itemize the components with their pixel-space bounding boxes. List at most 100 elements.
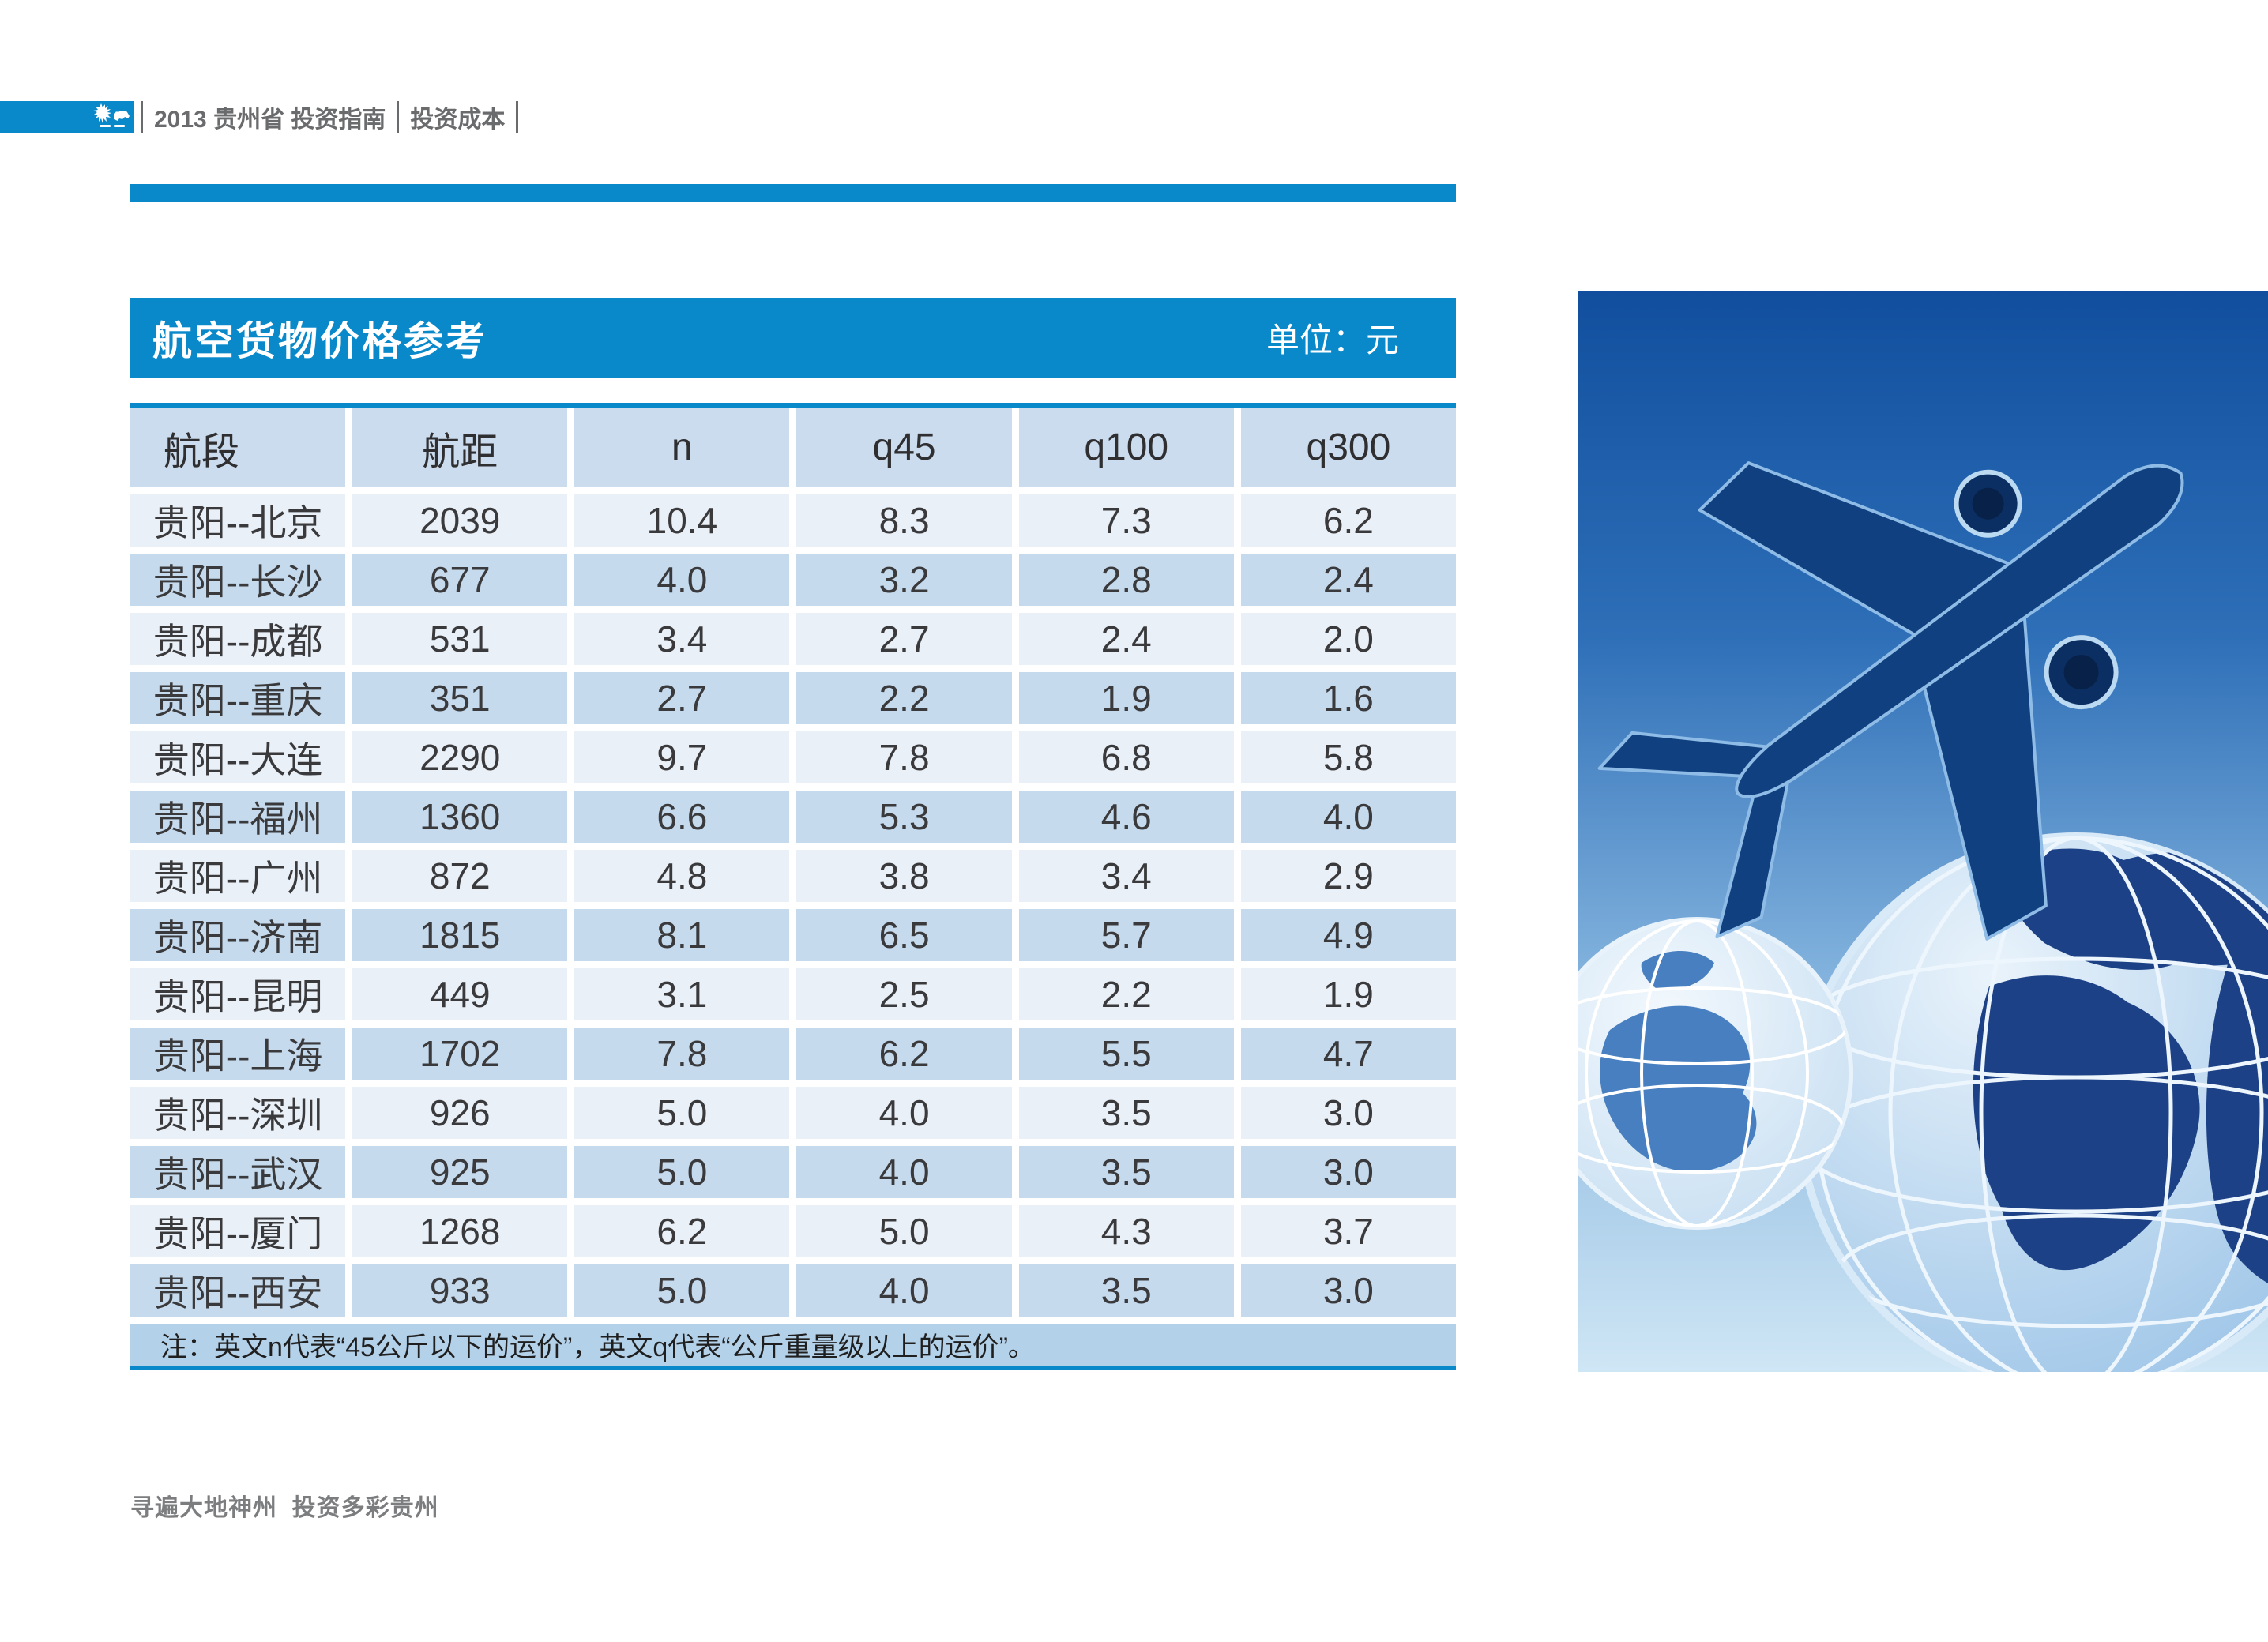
table-cell: 2.2 [796, 672, 1012, 724]
header-separator [141, 101, 143, 133]
left-globe [1578, 917, 1853, 1230]
table-cell: 2.7 [574, 672, 790, 724]
table-cell: 贵阳--大连 [130, 731, 346, 783]
table-title-bar: 航空货物价格参考 单位：元 [130, 298, 1456, 378]
header-guide-label: 2013 贵州省 投资指南 [154, 107, 386, 133]
guizhou-logo-box [0, 101, 134, 133]
table-cell: 1360 [352, 791, 568, 843]
table-cell: 4.0 [796, 1264, 1012, 1317]
table-cell: 7.8 [796, 731, 1012, 783]
table-cell: 3.0 [1240, 1087, 1456, 1139]
page-header: 2013 贵州省 投资指南 投资成本 [0, 101, 2268, 133]
table-cell: 7.8 [574, 1028, 790, 1080]
table-cell: 3.4 [1018, 850, 1234, 902]
table-cell: 贵阳--上海 [130, 1028, 346, 1080]
table-cell: 6.6 [574, 791, 790, 843]
table-cell: 贵阳--深圳 [130, 1087, 346, 1139]
table-cell: 3.2 [796, 554, 1012, 606]
table-cell: 贵阳--厦门 [130, 1205, 346, 1257]
table-cell: 6.8 [1018, 731, 1234, 783]
table-cell: 2.4 [1018, 613, 1234, 665]
table-cell: 677 [352, 554, 568, 606]
table-cell: 5.8 [1240, 731, 1456, 783]
table-cell: 10.4 [574, 494, 790, 547]
header-cell: n [574, 408, 790, 487]
table-cell: 贵阳--北京 [130, 494, 346, 547]
header-cell: q45 [796, 408, 1012, 487]
header-separator [397, 101, 400, 133]
table-cell: 5.5 [1018, 1028, 1234, 1080]
table-cell: 2.5 [796, 968, 1012, 1020]
table-cell: 6.2 [796, 1028, 1012, 1080]
table-cell: 2290 [352, 731, 568, 783]
table-cell: 3.5 [1018, 1087, 1234, 1139]
table-cell: 1268 [352, 1205, 568, 1257]
table-cell: 2.9 [1240, 850, 1456, 902]
table-cell: 5.3 [796, 791, 1012, 843]
table-cell: 9.7 [574, 731, 790, 783]
table-cell: 1.9 [1240, 968, 1456, 1020]
header-breadcrumb: 2013 贵州省 投资指南 投资成本 [141, 101, 519, 133]
table-cell: 2039 [352, 494, 568, 547]
guizhou-logo-icon [93, 103, 130, 127]
table-note: 注：英文n代表“45公斤以下的运价”，英文q代表“公斤重量级以上的运价”。 [130, 1324, 1456, 1366]
table-cell: 4.0 [796, 1146, 1012, 1198]
table-cell: 2.4 [1240, 554, 1456, 606]
table-cell: 4.0 [1240, 791, 1456, 843]
section-divider-bar [130, 184, 1456, 202]
table-cell: 2.8 [1018, 554, 1234, 606]
table-cell: 7.3 [1018, 494, 1234, 547]
table-cell: 贵阳--成都 [130, 613, 346, 665]
table-cell: 926 [352, 1087, 568, 1139]
table-cell: 4.0 [574, 554, 790, 606]
table-cell: 5.0 [574, 1264, 790, 1317]
header-cell: 航距 [352, 408, 568, 487]
airplane [1597, 461, 2184, 941]
header-section-label: 投资成本 [410, 107, 506, 133]
table-cell: 5.0 [574, 1087, 790, 1139]
airplane-globes-illustration [1578, 291, 2268, 1372]
table-cell: 4.9 [1240, 909, 1456, 961]
table-cell: 3.8 [796, 850, 1012, 902]
table-cell: 3.0 [1240, 1146, 1456, 1198]
header-cell: q100 [1018, 408, 1234, 487]
right-globe [1796, 832, 2268, 1372]
table-cell: 4.7 [1240, 1028, 1456, 1080]
table-cell: 贵阳--武汉 [130, 1146, 346, 1198]
table-cell: 2.0 [1240, 613, 1456, 665]
table-cell: 4.0 [796, 1087, 1012, 1139]
table-cell: 贵阳--福州 [130, 791, 346, 843]
table-cell: 贵阳--重庆 [130, 672, 346, 724]
table-cell: 4.6 [1018, 791, 1234, 843]
footer-slogan: 寻遍大地神州 投资多彩贵州 [130, 1495, 439, 1521]
table-cell: 1702 [352, 1028, 568, 1080]
header-cell: q300 [1240, 408, 1456, 487]
table-cell: 351 [352, 672, 568, 724]
table-cell: 872 [352, 850, 568, 902]
table-cell: 3.0 [1240, 1264, 1456, 1317]
table-cell: 贵阳--广州 [130, 850, 346, 902]
table-cell: 2.2 [1018, 968, 1234, 1020]
table-cell: 6.2 [1240, 494, 1456, 547]
table-cell: 1815 [352, 909, 568, 961]
hero-image [1578, 291, 2268, 1372]
table-cell: 4.8 [574, 850, 790, 902]
table-unit-label: 单位：元 [1266, 321, 1399, 359]
table-cell: 6.5 [796, 909, 1012, 961]
table-cell: 5.7 [1018, 909, 1234, 961]
table-cell: 贵阳--济南 [130, 909, 346, 961]
table-cell: 贵阳--昆明 [130, 968, 346, 1020]
table-title: 航空货物价格参考 [152, 318, 487, 363]
table-cell: 2.7 [796, 613, 1012, 665]
table-cell: 4.3 [1018, 1205, 1234, 1257]
freight-table: 航段 航距 n q45 q100 q300 贵阳--北京 2039 10.4 8.3 7.3 6.2 贵… [130, 403, 1456, 1370]
table-cell: 贵阳--西安 [130, 1264, 346, 1317]
table-cell: 5.0 [796, 1205, 1012, 1257]
table-cell: 3.5 [1018, 1264, 1234, 1317]
table-cell: 3.4 [574, 613, 790, 665]
header-separator [516, 101, 519, 133]
table-cell: 3.5 [1018, 1146, 1234, 1198]
table-cell: 6.2 [574, 1205, 790, 1257]
table-cell: 1.9 [1018, 672, 1234, 724]
table-cell: 贵阳--长沙 [130, 554, 346, 606]
